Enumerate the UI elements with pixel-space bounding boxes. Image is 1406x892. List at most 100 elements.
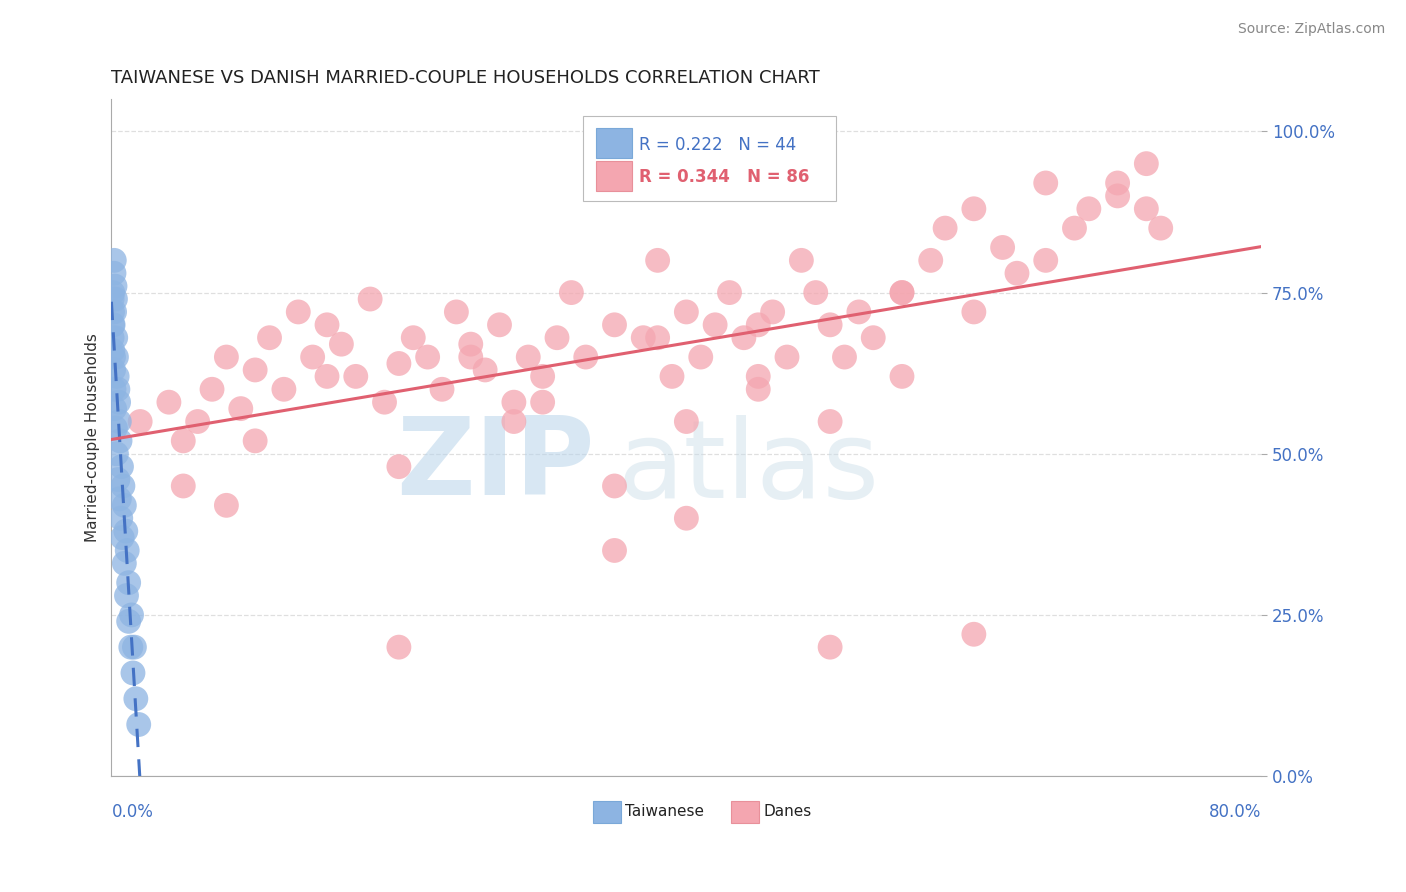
Point (112, 557, 135, 571)
Point (118, 615, 141, 629)
Point (661, 369, 683, 384)
Text: TAIWANESE VS DANISH MARRIED-COUPLE HOUSEHOLDS CORRELATION CHART: TAIWANESE VS DANISH MARRIED-COUPLE HOUSE… (111, 69, 820, 87)
Text: atlas: atlas (617, 415, 879, 521)
Point (108, 491, 131, 506)
Point (103, 266, 125, 280)
Point (157, 395, 180, 409)
Point (115, 543, 138, 558)
Point (229, 401, 252, 416)
Point (101, 331, 124, 345)
Point (114, 524, 136, 538)
Point (129, 415, 152, 429)
Point (172, 434, 194, 448)
Point (1063, 221, 1085, 235)
Point (103, 382, 125, 396)
Point (187, 415, 209, 429)
Point (502, 395, 524, 409)
Point (243, 434, 266, 448)
Point (128, 717, 150, 731)
Point (675, 511, 697, 525)
Point (301, 350, 323, 364)
Point (891, 285, 914, 300)
Point (991, 240, 1014, 254)
Point (388, 459, 411, 474)
Point (243, 363, 266, 377)
Point (115, 589, 138, 603)
Text: ZIP: ZIP (396, 412, 595, 517)
Point (105, 447, 128, 461)
Point (103, 363, 125, 377)
Point (546, 331, 568, 345)
Point (388, 640, 411, 655)
Point (107, 473, 129, 487)
Point (603, 318, 626, 332)
Point (118, 575, 141, 590)
Point (101, 318, 124, 332)
Point (920, 253, 942, 268)
Point (101, 292, 124, 306)
Text: R = 0.344   N = 86: R = 0.344 N = 86 (640, 168, 810, 186)
Point (804, 285, 827, 300)
Point (112, 499, 135, 513)
Text: 80.0%: 80.0% (1209, 803, 1261, 822)
Point (103, 401, 125, 416)
Point (104, 279, 127, 293)
Point (373, 395, 395, 409)
Point (818, 640, 841, 655)
Point (733, 331, 755, 345)
Point (287, 305, 309, 319)
Point (110, 511, 132, 525)
Point (502, 415, 524, 429)
Point (101, 285, 124, 300)
Point (603, 543, 626, 558)
Point (104, 421, 127, 435)
Point (107, 395, 129, 409)
Point (818, 318, 841, 332)
Point (101, 343, 124, 358)
Text: Danes: Danes (763, 805, 811, 820)
Point (848, 305, 870, 319)
Point (1077, 202, 1099, 216)
Point (388, 357, 411, 371)
Point (474, 363, 496, 377)
Point (1135, 156, 1157, 170)
Point (103, 350, 125, 364)
Point (460, 350, 482, 364)
Point (103, 305, 125, 319)
Point (104, 292, 127, 306)
Point (675, 415, 697, 429)
Point (891, 369, 914, 384)
Point (776, 350, 799, 364)
Point (934, 221, 956, 235)
Point (105, 350, 128, 364)
Point (124, 640, 146, 655)
Point (460, 337, 482, 351)
FancyBboxPatch shape (596, 128, 633, 158)
Point (575, 350, 598, 364)
Point (125, 691, 148, 706)
Point (1107, 189, 1129, 203)
Point (531, 395, 554, 409)
Point (107, 382, 129, 396)
Point (647, 253, 669, 268)
FancyBboxPatch shape (583, 116, 837, 201)
Point (104, 331, 127, 345)
Point (105, 369, 128, 384)
Point (330, 337, 353, 351)
Y-axis label: Married-couple Households: Married-couple Households (86, 334, 100, 542)
Point (201, 382, 224, 396)
Text: 0.0%: 0.0% (111, 803, 153, 822)
Point (891, 285, 914, 300)
FancyBboxPatch shape (731, 801, 759, 822)
Point (747, 318, 769, 332)
Point (316, 369, 339, 384)
Point (110, 459, 132, 474)
Point (121, 607, 143, 622)
Point (675, 305, 697, 319)
Point (402, 331, 425, 345)
Point (647, 331, 669, 345)
Point (108, 434, 131, 448)
Point (1107, 176, 1129, 190)
Point (416, 350, 439, 364)
Point (172, 479, 194, 493)
